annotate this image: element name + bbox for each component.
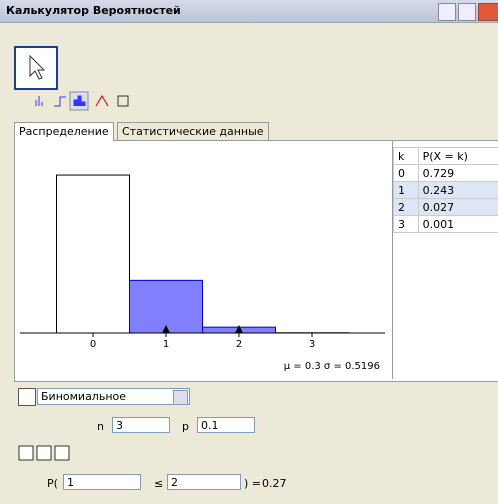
table-row: 0 0.729 (393, 164, 498, 182)
param-label: n (97, 420, 104, 433)
cell: 0.027 (417, 198, 498, 216)
cell: 0.243 (417, 181, 498, 199)
low-input[interactable]: 1 (63, 474, 141, 490)
cell: 1 (393, 181, 419, 199)
interval-marker (162, 325, 170, 333)
x-tick-label: 1 (163, 339, 169, 350)
interval-buttons[interactable] (18, 445, 78, 463)
title-bar: Калькулятор Вероятностей (0, 0, 498, 23)
cell: 0.729 (417, 164, 498, 182)
tab[interactable]: Статистические данные (117, 122, 269, 141)
maximize[interactable] (458, 3, 476, 21)
interval-marker (235, 325, 243, 333)
table: k P(X = k) 0 0.729 1 0.243 2 0.027 3 0.001 (393, 147, 498, 233)
prob-open: P( (47, 477, 58, 490)
param-label: p (182, 420, 189, 433)
tab[interactable]: Распределение (14, 122, 114, 141)
cell: 2 (393, 198, 419, 216)
bar (56, 174, 130, 334)
table-panel: k P(X = k) 0 0.729 1 0.243 2 0.027 3 0.001 (392, 141, 498, 379)
header-cell: k (393, 147, 419, 165)
header-cell: P(X = k) (417, 147, 498, 165)
distribution-select[interactable]: Биномиальное (37, 388, 190, 405)
prob-close: ) = (244, 477, 262, 490)
table-row: 1 0.243 (393, 181, 498, 199)
move-tool[interactable] (14, 46, 58, 90)
cdf-toggle[interactable] (18, 388, 36, 406)
distribution-name: Биномиальное (41, 390, 127, 403)
close[interactable] (478, 3, 498, 21)
stats: μ = 0.3 σ = 0.5196 (284, 361, 380, 372)
table-row: 2 0.027 (393, 198, 498, 216)
cell: 0 (393, 164, 419, 182)
prob-result: 0.27 (262, 477, 287, 490)
toolbar-icons (35, 91, 129, 111)
x-tick-label: 2 (236, 339, 242, 350)
param-input: 3 (112, 417, 170, 433)
cell: 3 (393, 215, 419, 233)
x-tick-label: 3 (309, 339, 315, 350)
x-tick-label: 0 (90, 339, 96, 350)
dropdown-arrow (173, 390, 188, 405)
param-input: 0.1 (197, 417, 255, 433)
chart: 0 1 2 3 μ = 0.3 σ = 0.5196 (20, 174, 385, 372)
window-title: Калькулятор Вероятностей (6, 4, 181, 17)
high-input[interactable]: 2 (167, 474, 241, 490)
table-row: 3 0.001 (393, 215, 498, 233)
cell: 0.001 (417, 215, 498, 233)
minimize[interactable] (438, 3, 456, 21)
header-row: k P(X = k) (393, 147, 498, 165)
arrow-icon (29, 54, 46, 80)
